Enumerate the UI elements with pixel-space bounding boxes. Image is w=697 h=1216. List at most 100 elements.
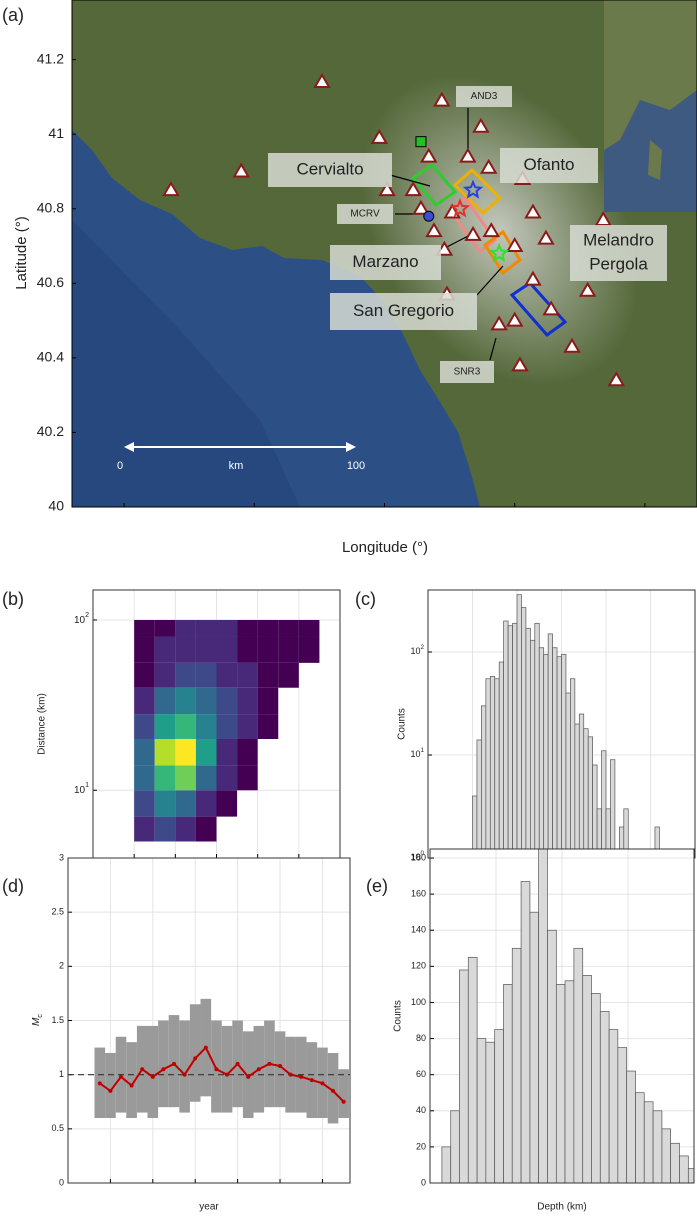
station-label-box [440, 361, 494, 383]
bar [570, 678, 576, 858]
station-label: AND3 [471, 91, 498, 102]
station [482, 222, 501, 238]
x-axis-label: Depth (km) [537, 1202, 586, 1213]
mc-point [299, 1074, 304, 1079]
uncertainty-band [327, 1053, 339, 1124]
bar [489, 676, 496, 858]
fault-melandro [509, 281, 568, 338]
bar [592, 764, 598, 858]
station [313, 73, 331, 89]
bar [610, 759, 616, 858]
heat-cell [257, 619, 279, 637]
y-axis-label: Distance (km) [37, 693, 48, 755]
axes-frame [429, 848, 695, 1184]
mc-point [119, 1074, 124, 1079]
mc-point [256, 1067, 261, 1072]
mc-point [182, 1072, 187, 1077]
station [563, 337, 581, 353]
station [412, 199, 430, 215]
station [578, 281, 597, 297]
region-label-box [500, 148, 598, 183]
heat-cell [195, 714, 217, 739]
station [162, 181, 180, 197]
plot-marks: Cervialto Ofanto Marzano San Gregorio Meland… [117, 73, 667, 472]
panel-label: (c) [355, 589, 376, 609]
bar [582, 975, 592, 1183]
x-axis-label: year [199, 1202, 219, 1213]
y-tick-label: 0.5 [51, 1123, 64, 1133]
y-tick-label: 40.4 [37, 349, 64, 365]
region-label: Marzano [352, 252, 418, 271]
bar [494, 1029, 504, 1183]
y-tick-label: 102 [74, 612, 89, 626]
bar [485, 678, 491, 858]
heat-cell [237, 687, 258, 715]
y-tick-label: 0 [59, 1177, 64, 1187]
bar [529, 911, 539, 1183]
heat-cell [216, 765, 238, 791]
heat-cell [216, 714, 238, 739]
bar [552, 647, 558, 858]
y-tick-label: 40.2 [37, 423, 64, 439]
tick-exponent: 0 [420, 850, 424, 857]
bar [485, 1041, 496, 1183]
bar [511, 947, 522, 1183]
uncertainty-band [211, 1020, 222, 1113]
heat-cell [195, 738, 217, 766]
mc-point [108, 1088, 113, 1093]
y-tick-label: 100 [411, 997, 426, 1007]
plot-marks [472, 594, 660, 858]
bar [507, 625, 513, 858]
event [489, 242, 510, 263]
region-label: Melandro [583, 230, 654, 249]
bar [578, 713, 585, 858]
heat-cell [154, 816, 176, 842]
bar [503, 620, 509, 858]
plot-marks [68, 998, 350, 1124]
y-label-base: M [31, 1017, 42, 1026]
heat-cell [175, 636, 196, 663]
heat-cell [175, 790, 196, 817]
mc-point [161, 1067, 166, 1072]
heat-cell [237, 619, 258, 637]
bar [543, 653, 549, 858]
heat-cell [195, 687, 217, 715]
y-tick-label: 101 [74, 782, 89, 796]
plot-marks [134, 619, 320, 842]
y-tick-label: 160 [411, 889, 426, 899]
heat-cell [195, 765, 217, 791]
bar [521, 607, 527, 858]
fault-ofanto [452, 167, 503, 216]
bar [494, 678, 500, 858]
heat-cell [195, 662, 217, 688]
bar [525, 627, 531, 858]
bar [534, 622, 540, 858]
bar [529, 639, 536, 858]
tick-base: 10 [410, 646, 420, 656]
heat-cell [175, 765, 196, 791]
y-tick-label: 2.5 [51, 907, 64, 917]
heat-cell [237, 636, 258, 663]
bar [547, 929, 557, 1183]
heat-cell [195, 619, 217, 637]
bar [623, 808, 629, 858]
inset-land [604, 0, 697, 150]
scale-label: km [229, 460, 244, 472]
heat-cell [134, 738, 155, 766]
fault-cervialto [410, 162, 458, 208]
heat-cell [216, 662, 238, 688]
mc-point [246, 1074, 251, 1079]
uncertainty-band [274, 1031, 286, 1108]
mc-point [203, 1045, 208, 1050]
bar [626, 1070, 636, 1183]
tick-base: 10 [410, 749, 420, 759]
bar [467, 956, 478, 1183]
heat-cell [257, 687, 279, 715]
bar [547, 633, 553, 858]
heat-cell [154, 738, 176, 766]
station [505, 311, 524, 327]
heat-cell [134, 662, 155, 688]
heat-cell [257, 662, 279, 688]
station [490, 315, 508, 331]
heat-cell [154, 687, 176, 715]
